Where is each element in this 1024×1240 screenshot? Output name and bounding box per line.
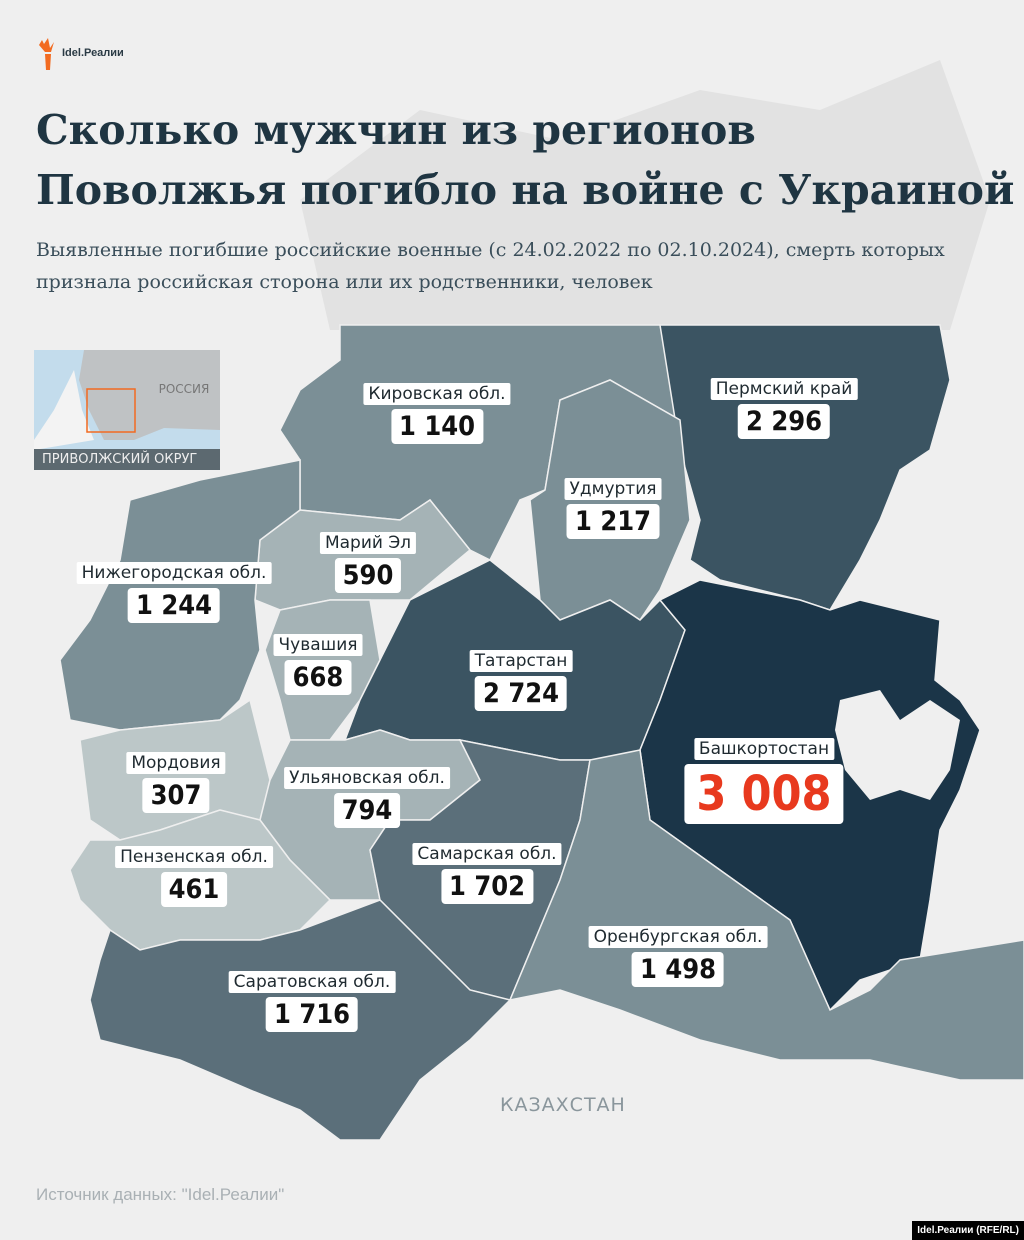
inset-caption: ПРИВОЛЖСКИЙ ОКРУГ (34, 449, 220, 470)
region-label: Чувашия 668 (273, 634, 363, 695)
inset-map: РОССИЯ ПРИВОЛЖСКИЙ ОКРУГ (34, 350, 220, 470)
credit: Idel.Реалии (RFE/RL) (912, 1221, 1024, 1240)
region-shape (659, 324, 951, 611)
region-value: 2 296 (737, 404, 831, 439)
region-name: Пензенская обл. (115, 846, 273, 868)
region-name: Кировская обл. (363, 383, 511, 405)
region-value: 794 (333, 793, 401, 828)
region-value: 2 724 (474, 676, 568, 711)
inset-country-label: РОССИЯ (159, 382, 210, 396)
region-value: 1 244 (127, 588, 221, 623)
region-value: 1 702 (440, 869, 534, 904)
region-name: Саратовская обл. (228, 971, 396, 993)
region-label: Саратовская обл. 1 716 (228, 971, 396, 1032)
region-label: Мордовия 307 (126, 752, 226, 813)
region-value: 307 (142, 778, 210, 813)
region-value: 590 (334, 558, 402, 593)
region-name: Марий Эл (319, 532, 417, 554)
region-value: 1 140 (390, 409, 484, 444)
region-name: Мордовия (126, 752, 226, 774)
region-name: Оренбургская обл. (588, 926, 768, 948)
region-value: 1 498 (631, 952, 725, 987)
source-note: Источник данных: "Idel.Реалии" (36, 1185, 285, 1204)
logo-text: Idel.Реалии (62, 47, 124, 59)
chelyabinsk-cutout (835, 690, 960, 800)
region-name: Башкортостан (693, 738, 835, 760)
region-value: 1 716 (265, 997, 359, 1032)
region-label: Самарская обл. 1 702 (412, 843, 562, 904)
neighbor-label: КАЗАХСТАН (500, 1094, 626, 1116)
region-value: 1 217 (566, 504, 660, 539)
logo: Idel.Реалии (38, 36, 124, 70)
region-name: Удмуртия (564, 478, 662, 500)
region-name: Самарская обл. (412, 843, 562, 865)
region-label: Башкортостан 3 008 (684, 738, 844, 824)
region-label: Пензенская обл. 461 (115, 846, 273, 907)
region-name: Чувашия (273, 634, 363, 656)
region-label: Кировская обл. 1 140 (363, 383, 511, 444)
region-name: Нижегородская обл. (76, 562, 272, 584)
region-value: 668 (284, 660, 352, 695)
torch-icon (39, 38, 54, 70)
region-name: Татарстан (469, 650, 573, 672)
region-label: Пермский край 2 296 (710, 378, 858, 439)
region-name: Ульяновская обл. (284, 767, 450, 789)
region-label: Оренбургская обл. 1 498 (588, 926, 768, 987)
background-map-silhouette (300, 60, 990, 330)
region-label: Удмуртия 1 217 (564, 478, 662, 539)
region-name: Пермский край (710, 378, 858, 400)
region-label: Нижегородская обл. 1 244 (76, 562, 272, 623)
inset-russia-map: РОССИЯ (34, 350, 220, 450)
region-label: Ульяновская обл. 794 (284, 767, 450, 828)
subtitle: Выявленные погибшие российские военные (… (36, 239, 945, 293)
page-title: Сколько мужчин из регионов Поволжья поги… (36, 106, 1015, 214)
region-label: Марий Эл 590 (319, 532, 417, 593)
region-value: 461 (160, 872, 228, 907)
region-label: Татарстан 2 724 (469, 650, 573, 711)
region-value: 3 008 (684, 764, 844, 824)
region-shape (508, 749, 1024, 1081)
